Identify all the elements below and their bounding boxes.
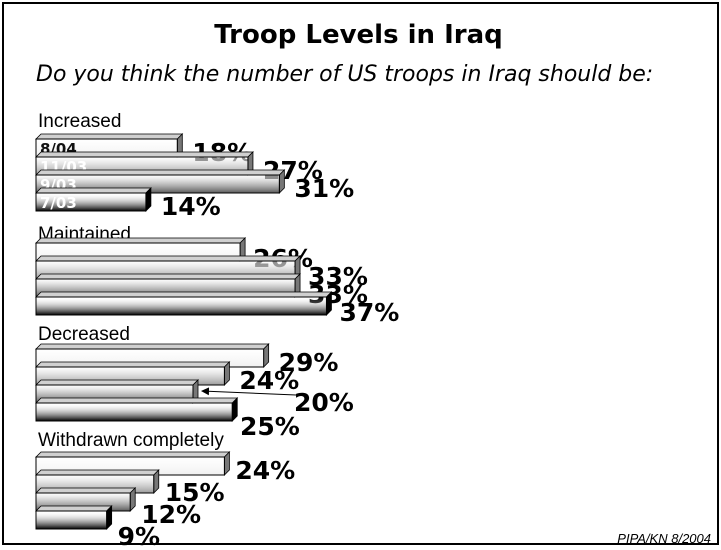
category-label-increased: Increased: [38, 111, 121, 132]
value-label-decreased-7-03: 25%: [240, 412, 300, 441]
bar-top-withdrawn-completely-11-03: [35, 469, 160, 476]
category-group-decreased: Decreased 29%24%20%25%: [35, 324, 354, 441]
value-label-decreased-11-03: 24%: [239, 366, 299, 395]
category-group-maintained: Maintained26%33%33%37%: [35, 224, 399, 327]
source-note: PIPA/KN 8/2004: [617, 531, 711, 546]
category-label-withdrawn-completely: Withdrawn completely: [38, 430, 224, 451]
bar-top-decreased-8-04: [35, 343, 270, 350]
bar-top-maintained-11-03: [35, 255, 302, 262]
bar-withdrawn-completely-7-03: [35, 510, 108, 530]
bar-top-withdrawn-completely-9-03: [35, 487, 137, 494]
value-label-maintained-11-03: 33%: [308, 262, 368, 291]
bar-top-decreased-9-03: [35, 379, 199, 386]
bar-top-increased-11-03: [35, 151, 254, 158]
bar-top-maintained-9-03: [35, 273, 302, 280]
bar-increased-7-03: [35, 192, 147, 212]
series-label-7-03: 7/03: [40, 194, 77, 212]
bar-top-maintained-8-04: [35, 237, 247, 244]
chart-subtitle: Do you think the number of US troops in …: [36, 62, 654, 87]
bar-top-increased-9-03: [35, 169, 286, 176]
bar-decreased-7-03: [35, 402, 233, 422]
value-label-withdrawn-completely-8-04: 24%: [235, 456, 295, 485]
value-label-decreased-9-03: 20%: [294, 388, 354, 417]
bar-top-withdrawn-completely-7-03: [35, 505, 113, 512]
bar-top-increased-8-04: [35, 133, 184, 140]
value-label-maintained-7-03: 37%: [339, 298, 399, 327]
category-group-withdrawn-completely: Withdrawn completely 24% 15%12%9%: [35, 430, 295, 550]
bar-maintained-7-03: [35, 296, 327, 316]
annotation-arrow: [201, 387, 297, 396]
bar-top-decreased-7-03: [35, 397, 239, 404]
bar-top-withdrawn-completely-8-04: [35, 451, 231, 458]
value-label-withdrawn-completely-9-03: 12%: [141, 500, 201, 529]
bar-top-maintained-7-03: [35, 291, 333, 298]
value-label-increased-9-03: 31%: [294, 174, 354, 203]
bar-top-decreased-11-03: [35, 361, 231, 368]
value-label-withdrawn-completely-7-03: 9%: [118, 522, 160, 550]
chart-title: Troop Levels in Iraq: [214, 20, 503, 50]
value-label-decreased-8-04: 29%: [279, 348, 339, 377]
category-label-decreased: Decreased: [38, 324, 130, 345]
value-label-withdrawn-completely-11-03: 15%: [165, 478, 225, 507]
bar-top-increased-7-03: [35, 187, 152, 194]
value-label-increased-7-03: 14%: [161, 192, 221, 221]
